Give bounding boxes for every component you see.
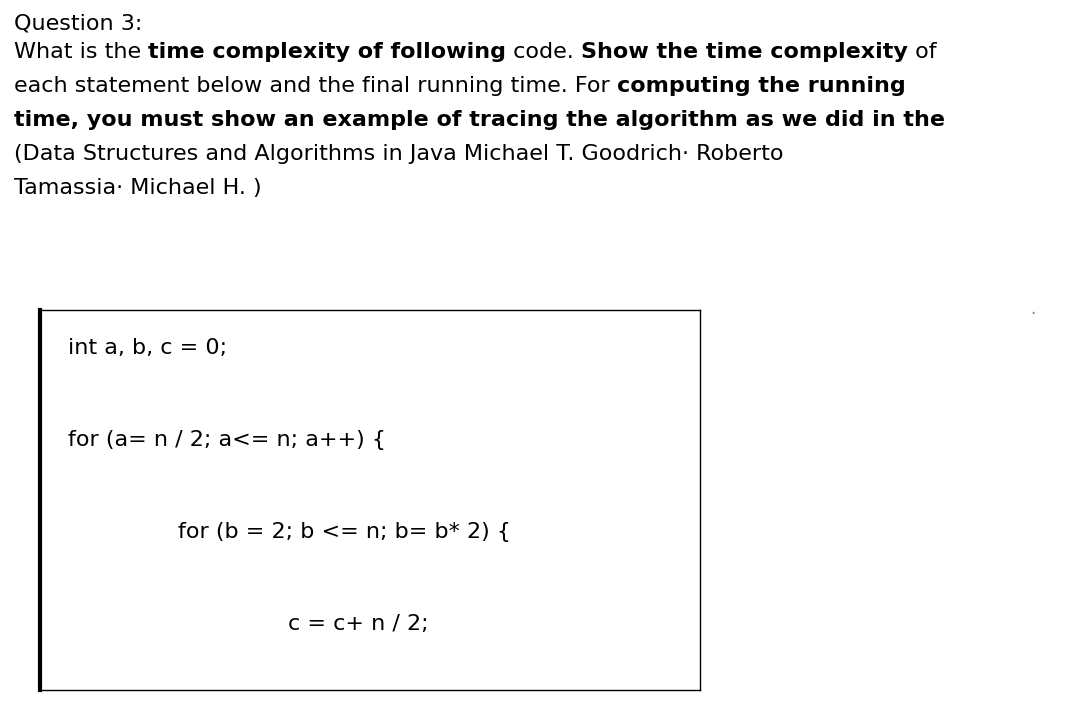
Text: time, you must show an example of tracing the algorithm as we did in the: time, you must show an example of tracin… (14, 110, 945, 130)
Text: (Data Structures and Algorithms in Java Michael T. Goodrich‧ Roberto: (Data Structures and Algorithms in Java … (14, 144, 783, 164)
Text: computing the running: computing the running (617, 76, 906, 96)
Text: What is the: What is the (14, 42, 148, 62)
Text: .: . (1030, 300, 1036, 318)
Text: Show the time complexity: Show the time complexity (581, 42, 908, 62)
Text: Question 3:: Question 3: (14, 14, 143, 34)
Text: int a, b, c = 0;: int a, b, c = 0; (68, 338, 227, 358)
Text: for (a= n / 2; a<= n; a++) {: for (a= n / 2; a<= n; a++) { (68, 430, 386, 450)
Text: for (b = 2; b <= n; b= b* 2) {: for (b = 2; b <= n; b= b* 2) { (178, 522, 511, 542)
Text: each statement below and the final running time. For: each statement below and the final runni… (14, 76, 617, 96)
Text: time complexity of following: time complexity of following (148, 42, 507, 62)
Text: code.: code. (507, 42, 581, 62)
Text: of: of (908, 42, 936, 62)
Text: c = c+ n / 2;: c = c+ n / 2; (288, 614, 429, 634)
Text: Tamassia‧ Michael H. ): Tamassia‧ Michael H. ) (14, 178, 261, 198)
